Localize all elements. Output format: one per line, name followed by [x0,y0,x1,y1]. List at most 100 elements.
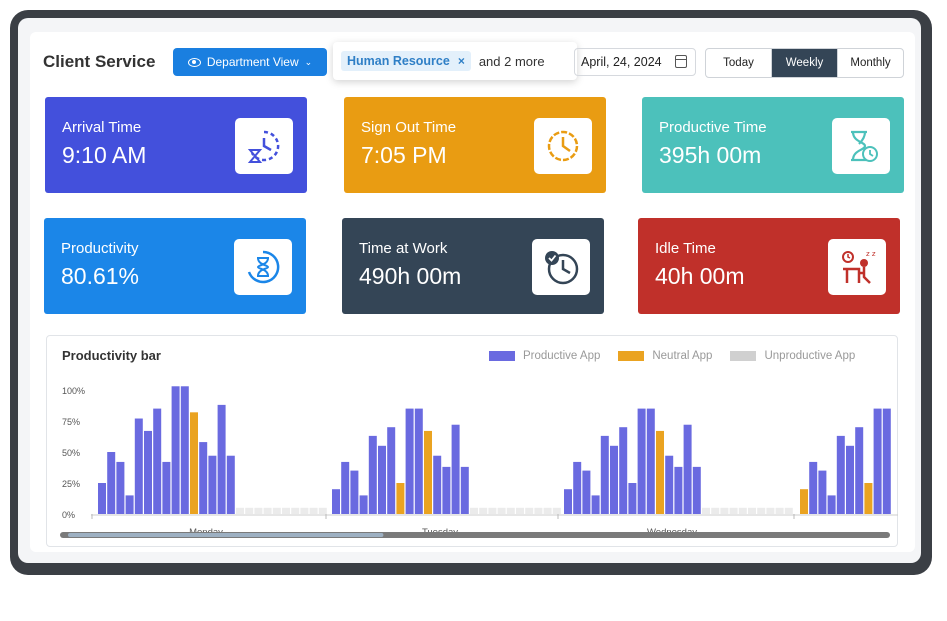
legend-neutral[interactable]: Neutral App [618,350,712,362]
bar-productive [180,386,189,514]
range-toggle[interactable]: Today Weekly Monthly [705,48,904,78]
page-title: Client Service [43,52,156,71]
tab-monthly[interactable]: Monthly [837,49,903,77]
y-tick-label: 0% [62,510,75,520]
productivity-bar-chart: 0%25%50%75%100%MondayTuesdayWednesday [60,386,898,538]
calendar-icon[interactable] [675,55,687,68]
bar-unproductive [534,507,543,514]
card-label: Idle Time [655,240,716,257]
filter-chip-human-resource[interactable]: Human Resource × [341,51,471,71]
card-value: 490h 00m [359,263,462,289]
card-value: 9:10 AM [62,142,147,168]
bar-neutral [864,483,873,514]
bar-productive [818,470,827,514]
bar-productive [332,489,340,514]
bar-unproductive [479,507,488,514]
bar-unproductive [245,507,254,514]
date-picker[interactable]: April, 24, 2024 [574,48,696,76]
bar-productive [637,408,646,514]
bar-unproductive [543,507,552,514]
bar-unproductive [748,507,756,514]
bar-productive [442,466,451,514]
bar-productive [153,408,162,514]
card-value: 80.61% [61,263,140,289]
card-label: Productivity [61,240,139,257]
bar-productive [692,466,701,514]
bar-productive [341,461,350,514]
bar-productive [107,452,116,514]
legend-label: Neutral App [652,350,713,362]
bar-unproductive [236,507,244,514]
bar-productive [573,461,582,514]
idle-time-card: Idle Time 40h 00m z z [638,218,900,314]
bar-unproductive [506,507,515,514]
svg-text:z z: z z [866,250,876,258]
sign-out-time-card: Sign Out Time 7:05 PM [344,97,606,193]
bar-productive [628,483,637,514]
bar-productive [171,386,180,514]
card-value: 7:05 PM [361,142,447,168]
legend-productive[interactable]: Productive App [489,350,600,362]
bar-productive [433,455,442,514]
bar-unproductive [784,507,793,514]
bar-unproductive [291,507,300,514]
arrival-time-card: Arrival Time 9:10 AM [45,97,307,193]
legend-swatch [618,351,645,361]
bar-productive [665,455,674,514]
department-view-button[interactable]: Department View ⌄ [173,48,327,76]
legend-unproductive[interactable]: Unproductive App [730,350,855,362]
bar-unproductive [757,507,766,514]
bar-productive [882,408,891,514]
bar-productive [646,408,655,514]
card-label: Productive Time [659,119,767,136]
card-value: 395h 00m [659,142,762,168]
chart-legend: Productive App Neutral App Unproductive … [489,350,855,362]
bar-unproductive [516,507,524,514]
scrollbar-thumb[interactable] [68,533,384,537]
bar-unproductive [263,507,272,514]
tab-weekly[interactable]: Weekly [771,49,837,77]
hourglass-refresh-icon [234,239,292,295]
bar-productive [98,483,106,514]
bar-productive [368,435,377,514]
card-label: Sign Out Time [361,119,457,136]
bar-neutral [190,412,198,514]
bar-productive [451,424,460,514]
bar-neutral [800,489,808,514]
tab-today[interactable]: Today [723,57,754,69]
bar-productive [125,495,134,514]
y-tick-label: 25% [62,479,80,489]
department-filter-popover[interactable]: Human Resource × and 2 more [333,42,577,80]
bar-unproductive [766,507,775,514]
bar-unproductive [775,507,784,514]
productive-time-card: Productive Time 395h 00m [642,97,904,193]
bar-unproductive [702,507,710,514]
more-filters-label[interactable]: and 2 more [478,53,545,69]
bar-unproductive [254,507,263,514]
bar-productive [387,427,396,514]
bar-productive [809,461,818,514]
legend-label: Unproductive App [764,350,856,362]
bar-productive [405,408,414,514]
bar-productive [359,495,368,514]
card-value: 40h 00m [655,263,745,289]
y-tick-label: 75% [62,417,80,427]
bar-productive [674,466,683,514]
bar-unproductive [309,507,318,514]
idle-person-icon: z z [828,239,886,295]
bar-productive [378,445,386,514]
close-icon[interactable]: × [457,54,465,68]
y-tick-label: 50% [62,448,80,458]
bar-unproductive [720,507,729,514]
bar-unproductive [272,507,281,514]
eye-icon [187,57,201,67]
bar-unproductive [525,507,534,514]
chevron-down-icon: ⌄ [304,56,313,67]
bar-neutral [396,483,405,514]
bar-productive [610,445,618,514]
clock-rewind-icon [235,118,293,174]
bar-neutral [424,430,432,514]
bar-unproductive [497,507,506,514]
bar-unproductive [282,507,290,514]
bar-unproductive [552,507,561,514]
